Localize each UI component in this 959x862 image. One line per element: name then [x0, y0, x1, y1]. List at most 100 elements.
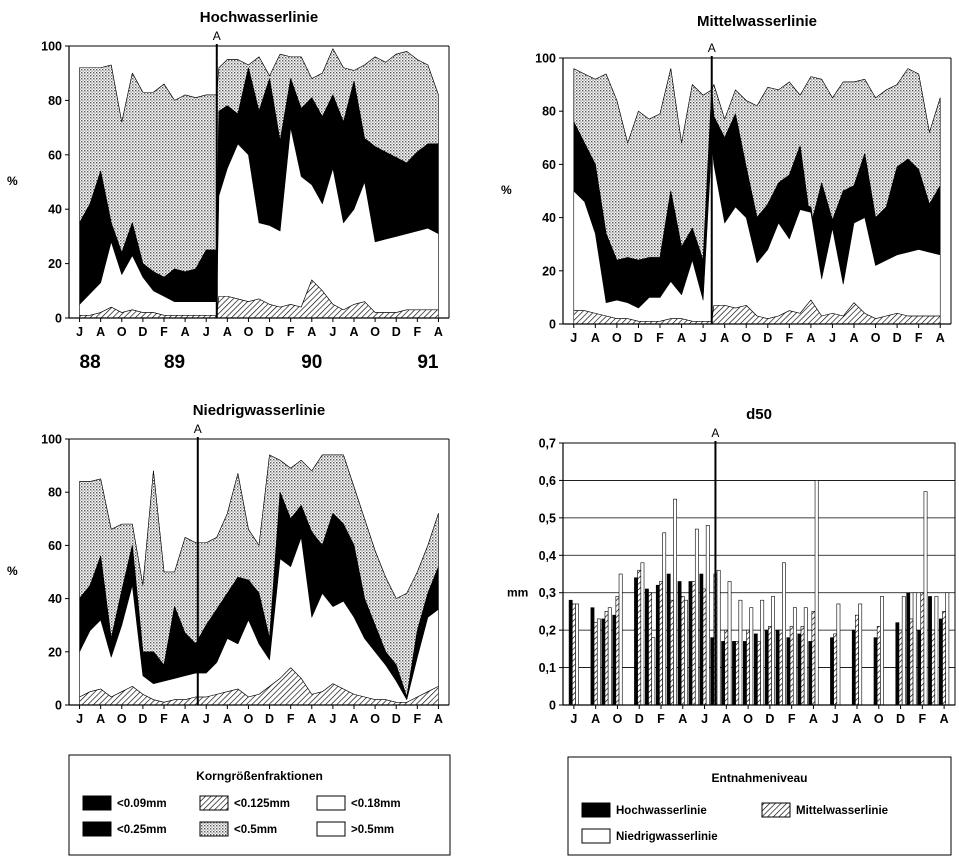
- bar-1-24: [898, 629, 903, 706]
- y-tick-label: 20: [48, 645, 62, 659]
- bar-0-27: [928, 596, 932, 706]
- x-tick-label: O: [871, 331, 881, 345]
- y-tick-label: 0: [549, 318, 556, 332]
- x-tick-label: A: [852, 712, 861, 726]
- bar-0-5: [645, 588, 649, 706]
- x-tick-label: A: [720, 331, 729, 345]
- bar-2-3: [618, 573, 623, 706]
- x-tick-label: F: [160, 325, 168, 339]
- x-tick-label: D: [763, 331, 772, 345]
- x-tick-label: D: [634, 331, 643, 345]
- bar-0-4: [634, 577, 638, 706]
- bar-0-12: [721, 641, 726, 706]
- y-tick-label: 0,1: [539, 661, 556, 675]
- x-tick-label: J: [832, 712, 839, 726]
- bar-2-13: [738, 599, 743, 706]
- x-tick-label: A: [591, 331, 600, 345]
- bar-2-26: [923, 491, 928, 706]
- legend-swatch: [199, 821, 229, 837]
- bar-1-12: [724, 629, 729, 706]
- bar-0-28: [939, 618, 943, 706]
- bar-1-10: [702, 588, 707, 706]
- y-tick-label: 40: [542, 211, 556, 225]
- bar-2-12: [727, 581, 732, 706]
- area-band-0: [79, 667, 439, 706]
- x-tick-label: F: [786, 331, 794, 345]
- bar-2-21: [836, 603, 841, 706]
- bar-0-11: [710, 637, 715, 706]
- legend-label: Hochwasserlinie: [616, 805, 707, 817]
- bar-0-21: [830, 637, 834, 706]
- x-tick-label: F: [657, 712, 665, 726]
- x-tick-label: F: [160, 712, 168, 726]
- bar-0-25: [906, 592, 911, 706]
- bar-1-8: [680, 596, 685, 706]
- bar-0-10: [699, 573, 704, 706]
- x-tick-label: J: [329, 325, 336, 339]
- bar-2-6: [662, 532, 667, 706]
- y-axis-unit: mm: [507, 586, 528, 600]
- x-tick-label: O: [874, 712, 884, 726]
- x-tick-label: J: [700, 331, 707, 345]
- legend-0: Korngrößenfraktionen <0.09mm <0.125mm <0.18…: [68, 754, 451, 856]
- x-tick-label: J: [203, 712, 210, 726]
- bar-1-1: [593, 622, 598, 706]
- x-tick-label: F: [919, 712, 927, 726]
- legend-label: >0.5mm: [351, 824, 394, 836]
- x-tick-label: O: [244, 325, 254, 339]
- x-tick-label: D: [265, 712, 274, 726]
- bar-2-1: [596, 618, 601, 706]
- x-tick-label: A: [677, 331, 686, 345]
- x-tick-label: A: [307, 325, 316, 339]
- bar-1-2: [604, 611, 609, 706]
- legend-swatch: [581, 828, 611, 844]
- bar-0-16: [764, 629, 769, 706]
- bar-2-5: [651, 637, 656, 706]
- area-band-0: [79, 279, 439, 319]
- chart-title: Hochwasserlinie: [200, 9, 318, 26]
- y-axis-unit: %: [7, 564, 18, 578]
- y-tick-label: 100: [41, 433, 62, 447]
- x-tick-label: O: [117, 325, 127, 339]
- bar-2-24: [901, 596, 906, 706]
- x-tick-label: F: [915, 331, 923, 345]
- y-tick-label: 40: [48, 592, 62, 606]
- x-tick-label: J: [76, 325, 83, 339]
- legend-title: Korngrößenfraktionen: [196, 769, 323, 783]
- legend-label: <0.25mm: [117, 824, 167, 836]
- x-tick-label: O: [613, 712, 623, 726]
- bar-2-2: [607, 607, 612, 706]
- bar-0-23: [873, 637, 878, 706]
- year-label: 90: [301, 352, 322, 373]
- bar-1-16: [767, 626, 772, 706]
- year-label: 88: [80, 352, 101, 373]
- x-tick-label: O: [370, 712, 380, 726]
- bar-1-17: [778, 629, 783, 706]
- y-tick-label: 0: [55, 699, 62, 713]
- bar-1-5: [648, 592, 653, 706]
- x-tick-label: O: [612, 331, 622, 345]
- bar-2-11: [716, 569, 721, 706]
- y-tick-label: 0,4: [539, 549, 556, 563]
- y-tick-label: 0,5: [539, 511, 556, 525]
- x-tick-label: D: [765, 712, 774, 726]
- x-tick-label: D: [635, 712, 644, 726]
- bar-2-28: [945, 592, 950, 706]
- bar-1-4: [637, 569, 642, 706]
- bar-0-3: [612, 614, 617, 706]
- bar-2-19: [803, 607, 808, 706]
- x-tick-label: F: [788, 712, 796, 726]
- bar-2-8: [684, 599, 688, 706]
- marker-label: A: [708, 41, 716, 55]
- bar-0-13: [732, 641, 736, 706]
- bar-1-9: [691, 581, 696, 706]
- x-tick-label: D: [265, 325, 274, 339]
- x-tick-label: A: [849, 331, 858, 345]
- bar-1-18: [789, 626, 794, 706]
- x-tick-label: J: [829, 331, 836, 345]
- x-tick-label: F: [656, 331, 664, 345]
- x-tick-label: A: [181, 712, 190, 726]
- x-tick-label: A: [806, 331, 815, 345]
- bar-1-21: [833, 633, 838, 706]
